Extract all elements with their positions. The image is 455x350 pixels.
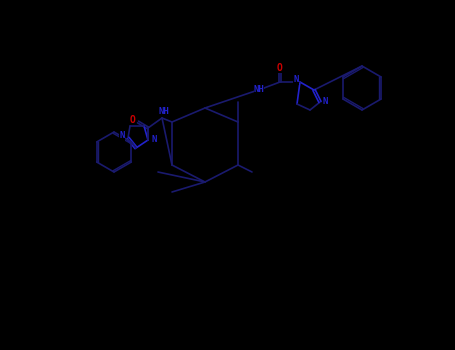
Text: N: N (152, 135, 157, 145)
Text: O: O (130, 115, 136, 125)
Text: N: N (119, 132, 125, 140)
Text: N: N (322, 98, 328, 106)
Text: N: N (293, 76, 298, 84)
Text: NH: NH (253, 85, 264, 94)
Text: O: O (277, 63, 283, 73)
Text: NH: NH (159, 107, 169, 117)
